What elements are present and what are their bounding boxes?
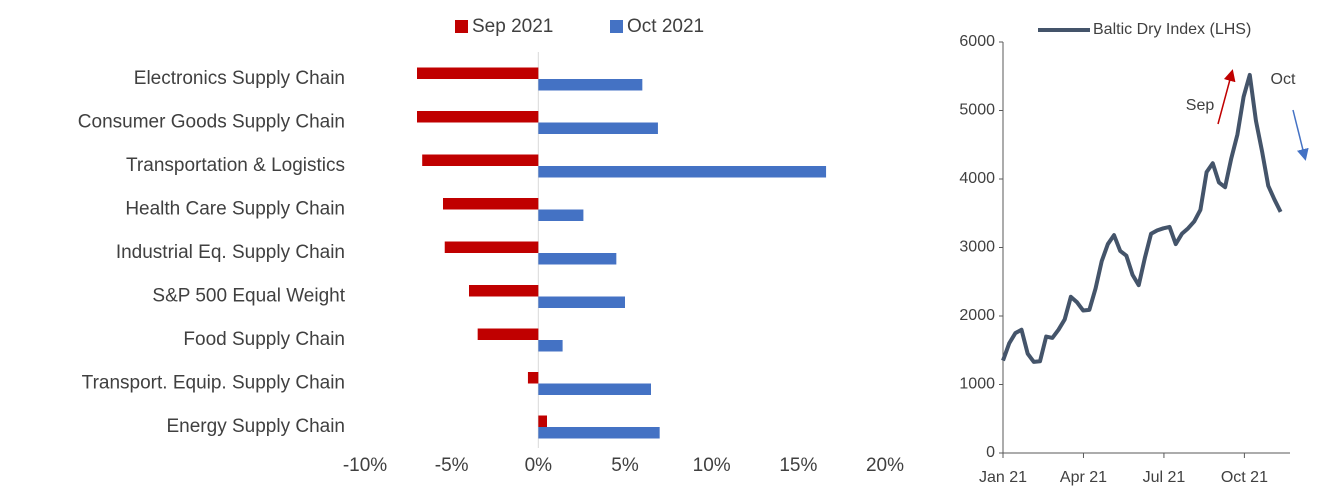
category-label: S&P 500 Equal Weight [152, 286, 345, 307]
y-tick-label: 4000 [959, 170, 995, 187]
arrow-up [1217, 69, 1236, 125]
x-tick-label: 20% [866, 455, 904, 476]
bar [538, 122, 658, 134]
category-label: Food Supply Chain [183, 329, 345, 350]
bar [422, 154, 539, 166]
category-label: Electronics Supply Chain [134, 68, 345, 89]
y-tick-label: 2000 [959, 307, 995, 324]
category-label: Consumer Goods Supply Chain [78, 112, 345, 133]
category-label: Transport. Equip. Supply Chain [82, 373, 345, 394]
line-series [1001, 72, 1283, 364]
category-label: Industrial Eq. Supply Chain [116, 242, 345, 263]
bar [538, 79, 643, 91]
y-tick-label: 1000 [959, 376, 995, 393]
x-tick-label: 10% [693, 455, 731, 476]
bar [538, 209, 584, 221]
y-tick-label: 6000 [959, 33, 995, 50]
arrow-down [1292, 109, 1309, 161]
bar [538, 340, 563, 352]
x-tick-label: -5% [435, 455, 469, 476]
legend-label: Sep 2021 [472, 16, 553, 37]
category-label: Transportation & Logistics [126, 155, 345, 176]
x-tick-label: Jul 21 [1143, 469, 1186, 486]
bar [477, 328, 539, 340]
bar [538, 166, 827, 178]
legend-label: Baltic Dry Index (LHS) [1093, 21, 1251, 38]
x-tick-label: 5% [611, 455, 639, 476]
bar [538, 415, 547, 427]
bar [538, 383, 651, 395]
x-tick-label: Oct 21 [1221, 469, 1268, 486]
x-tick-label: 0% [525, 455, 553, 476]
x-tick-label: Apr 21 [1060, 469, 1107, 486]
category-label: Energy Supply Chain [167, 416, 346, 437]
y-tick-label: 0 [986, 444, 995, 461]
bar [469, 285, 539, 297]
legend-swatch [610, 20, 623, 33]
bar [527, 372, 539, 384]
y-tick-label: 3000 [959, 239, 995, 256]
annotation: Oct [1271, 71, 1296, 88]
bar [538, 296, 625, 308]
x-tick-label: Jan 21 [979, 469, 1027, 486]
y-tick-label: 5000 [959, 102, 995, 119]
bar [417, 67, 539, 79]
x-tick-label: -10% [343, 455, 387, 476]
category-label: Health Care Supply Chain [125, 199, 345, 220]
bar [443, 198, 539, 210]
legend-label: Oct 2021 [627, 16, 704, 37]
legend-swatch [455, 20, 468, 33]
x-tick-label: 15% [779, 455, 817, 476]
bar [444, 241, 539, 253]
bar [538, 253, 617, 265]
annotation: Sep [1186, 97, 1215, 114]
bar [417, 111, 539, 123]
bar [538, 427, 660, 439]
